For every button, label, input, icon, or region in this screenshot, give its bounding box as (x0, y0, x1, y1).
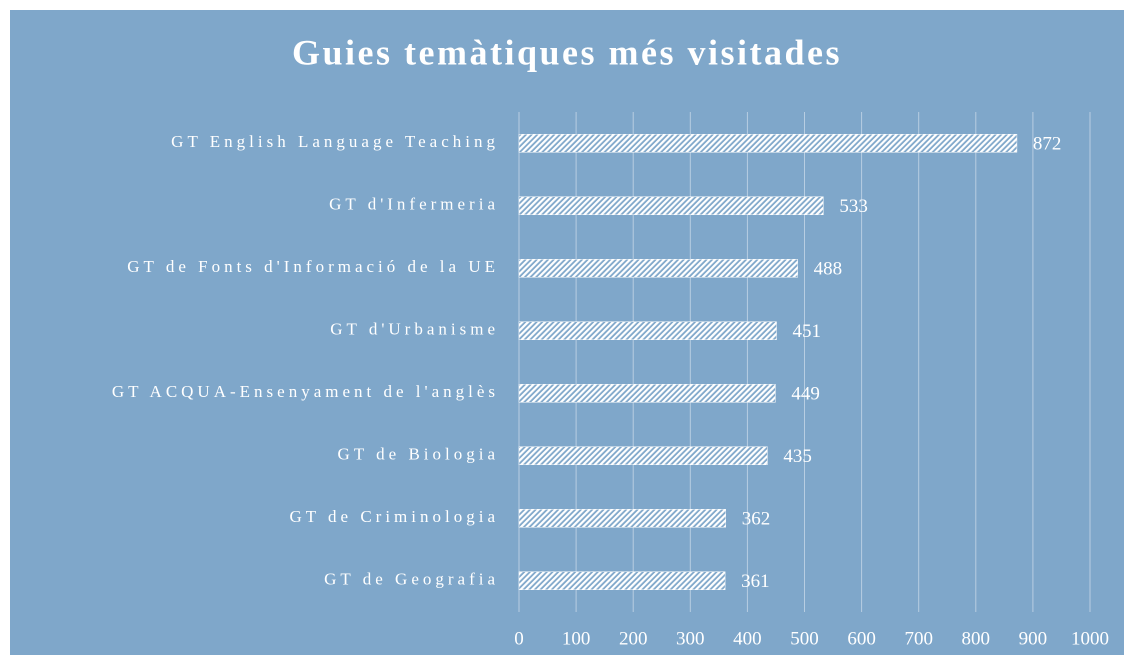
bar (518, 571, 726, 590)
value-label: 451 (793, 321, 822, 342)
x-tick-label: 800 (962, 628, 991, 649)
y-tick-label: GT English Language Teaching (171, 132, 499, 151)
y-tick-label: GT de Criminologia (289, 507, 499, 526)
x-tick-label: 0 (514, 628, 524, 649)
value-label: 449 (791, 384, 820, 405)
value-label: 872 (1033, 134, 1062, 155)
y-tick-label: GT d'Infermeria (329, 195, 499, 214)
y-tick-label: GT de Biologia (338, 445, 499, 464)
bar (518, 259, 798, 278)
value-label: 488 (814, 259, 843, 280)
x-tick-label: 100 (562, 628, 591, 649)
y-tick-label: GT de Fonts d'Informació de la UE (127, 257, 499, 276)
x-tick-label: 700 (904, 628, 933, 649)
bar (518, 509, 726, 528)
bar (518, 196, 824, 215)
x-tick-label: 200 (619, 628, 648, 649)
bar (518, 446, 768, 465)
value-label: 361 (741, 571, 770, 592)
chart-title: Guies temàtiques més visitades (292, 32, 842, 72)
bar (518, 321, 777, 340)
y-tick-label: GT d'Urbanisme (330, 320, 499, 339)
x-tick-label: 1000 (1071, 628, 1109, 649)
x-tick-label: 300 (676, 628, 705, 649)
y-tick-label: GT ACQUA-Ensenyament de l'anglès (112, 382, 499, 401)
value-label: 435 (783, 446, 812, 467)
y-tick-label: GT de Geografia (324, 570, 499, 589)
value-label: 533 (839, 196, 868, 217)
x-tick-label: 500 (790, 628, 819, 649)
x-tick-label: 600 (847, 628, 876, 649)
x-tick-label: 900 (1019, 628, 1048, 649)
value-label: 362 (742, 509, 771, 530)
bar (518, 134, 1018, 153)
bar (518, 384, 776, 403)
x-tick-label: 400 (733, 628, 762, 649)
